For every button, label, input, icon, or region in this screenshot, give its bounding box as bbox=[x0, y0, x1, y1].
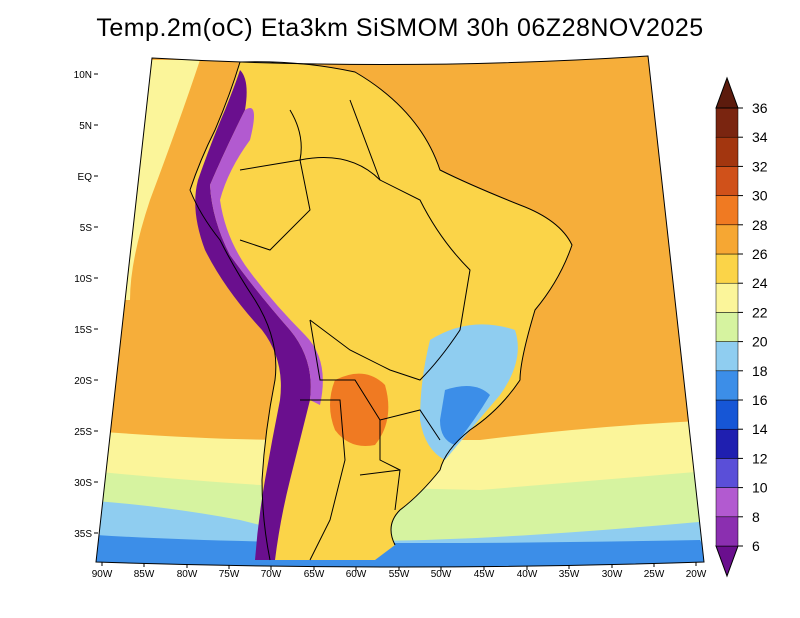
colorbar-box bbox=[715, 428, 739, 459]
lat-label: 10S bbox=[74, 274, 92, 285]
lat-label: 15S bbox=[74, 325, 92, 336]
andes-edge-band bbox=[210, 108, 323, 405]
lon-label: 70W bbox=[261, 569, 282, 580]
colorbar-label: 36 bbox=[752, 100, 768, 116]
colorbar-box bbox=[715, 253, 739, 284]
lat-label: 5S bbox=[80, 223, 93, 234]
colorbar-box bbox=[715, 399, 739, 430]
colorbar-box bbox=[715, 312, 739, 342]
colorbar-label: 6 bbox=[752, 538, 760, 554]
southern-coldest-band bbox=[96, 535, 704, 567]
lon-label: 25W bbox=[644, 569, 665, 580]
colorbar-box bbox=[715, 370, 739, 401]
colorbar-label: 28 bbox=[752, 217, 768, 233]
colorbar-box bbox=[715, 107, 739, 138]
colorbar-min-arrow bbox=[715, 545, 739, 578]
colorbar-box bbox=[715, 516, 739, 547]
latitude-axis: 10N 5N EQ 5S 10S 15S 20S 25S 30S 35S bbox=[74, 70, 98, 540]
country-borders bbox=[189, 61, 573, 561]
lon-label: 40W bbox=[517, 569, 538, 580]
colorbar-label: 26 bbox=[752, 246, 768, 262]
temperature-field bbox=[96, 56, 704, 567]
colorbar-box bbox=[715, 341, 739, 372]
lat-label: 20S bbox=[74, 376, 92, 387]
colorbar-label: 20 bbox=[752, 334, 768, 350]
colorbar-label: 34 bbox=[752, 129, 768, 145]
lon-label: 50W bbox=[431, 569, 452, 580]
colorbar-box bbox=[715, 166, 739, 196]
lon-label: 85W bbox=[134, 569, 155, 580]
colorbar-label: 10 bbox=[752, 480, 768, 496]
colorbar-label: 16 bbox=[752, 392, 768, 408]
lat-label: 25S bbox=[74, 427, 92, 438]
colorbar-label: 22 bbox=[752, 304, 768, 320]
map-frame bbox=[95, 55, 705, 568]
lon-label: 35W bbox=[559, 569, 580, 580]
colorbar-box bbox=[715, 282, 739, 313]
colorbar-box bbox=[715, 195, 739, 226]
colorbar: 6 8 10 12 14 16 18 20 22 24 26 28 30 32 34 36 bbox=[715, 76, 768, 578]
lon-label: 55W bbox=[389, 569, 410, 580]
lat-label: EQ bbox=[78, 172, 93, 183]
colorbar-box bbox=[715, 487, 739, 518]
chaco-warm-area bbox=[330, 373, 389, 446]
colorbar-label: 12 bbox=[752, 450, 768, 466]
colorbar-label: 14 bbox=[752, 421, 768, 437]
colorbar-box bbox=[715, 224, 739, 255]
andes-cold-band bbox=[195, 70, 311, 560]
colorbar-box bbox=[715, 458, 739, 488]
lat-label: 30S bbox=[74, 478, 92, 489]
colorbar-label: 30 bbox=[752, 188, 768, 204]
lon-label: 20W bbox=[686, 569, 707, 580]
lon-label: 90W bbox=[92, 569, 113, 580]
lat-label: 10N bbox=[74, 70, 92, 81]
colorbar-label: 32 bbox=[752, 158, 768, 174]
map-title: Temp.2m(oC) Eta3km SiSMOM 30h 06Z28NOV20… bbox=[96, 14, 704, 42]
colorbar-box bbox=[715, 136, 739, 167]
lon-label: 60W bbox=[346, 569, 367, 580]
lon-label: 45W bbox=[474, 569, 495, 580]
lon-label: 30W bbox=[602, 569, 623, 580]
colorbar-label: 18 bbox=[752, 363, 768, 379]
lon-label: 75W bbox=[219, 569, 240, 580]
lat-label: 35S bbox=[74, 529, 92, 540]
lon-label: 80W bbox=[177, 569, 198, 580]
southeast-brazil-colder-area bbox=[440, 386, 490, 445]
lat-label: 5N bbox=[79, 121, 92, 132]
atlantic-warm-area bbox=[355, 56, 670, 278]
colorbar-label: 24 bbox=[752, 275, 768, 291]
colorbar-label: 8 bbox=[752, 509, 760, 525]
lon-label: 65W bbox=[304, 569, 325, 580]
longitude-axis: 90W 85W 80W 75W 70W 65W 60W 55W 50W 45W … bbox=[92, 562, 707, 580]
colorbar-max-arrow bbox=[715, 76, 739, 109]
